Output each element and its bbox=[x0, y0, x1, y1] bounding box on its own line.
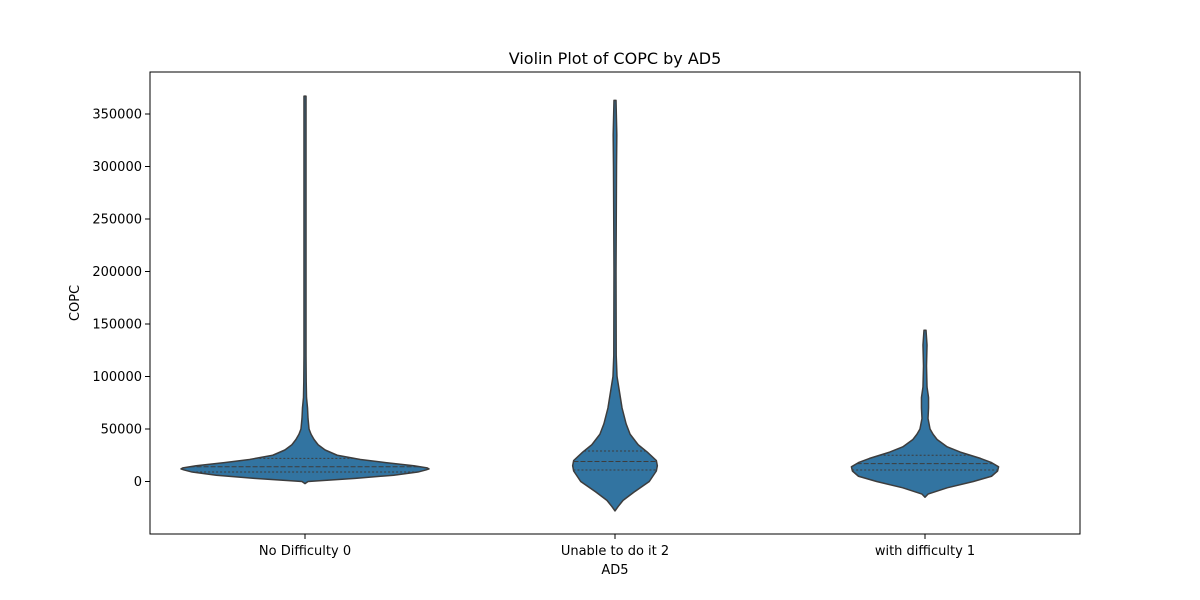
violins-group bbox=[180, 95, 1000, 512]
y-tick-label: 350000 bbox=[92, 108, 142, 123]
x-tick-label: Unable to do it 2 bbox=[561, 544, 669, 559]
y-axis: 0 50000 100000 150000 200000 250000 300000 3500… bbox=[92, 108, 150, 490]
y-tick-label: 250000 bbox=[92, 213, 142, 228]
x-tick-label: No Difficulty 0 bbox=[259, 544, 351, 559]
y-tick-label: 150000 bbox=[92, 318, 142, 333]
violin-body bbox=[571, 99, 659, 512]
violin-unable-to-do-it-2 bbox=[571, 99, 659, 512]
y-tick-label: 100000 bbox=[92, 370, 142, 385]
violin-with-difficulty-1 bbox=[850, 329, 1000, 498]
violin-no-difficulty-0 bbox=[180, 95, 430, 485]
x-axis-label: AD5 bbox=[601, 563, 628, 578]
x-axis: No Difficulty 0 Unable to do it 2 with dif… bbox=[259, 534, 975, 559]
y-tick-label: 50000 bbox=[101, 423, 142, 438]
x-tick-label: with difficulty 1 bbox=[875, 544, 975, 559]
y-tick-label: 200000 bbox=[92, 265, 142, 280]
y-tick-label: 300000 bbox=[92, 160, 142, 175]
y-tick-label: 0 bbox=[134, 475, 142, 490]
chart-title: Violin Plot of COPC by AD5 bbox=[509, 49, 722, 68]
y-axis-label: COPC bbox=[68, 285, 83, 321]
violin-body bbox=[850, 329, 1000, 498]
violin-body bbox=[180, 95, 430, 485]
